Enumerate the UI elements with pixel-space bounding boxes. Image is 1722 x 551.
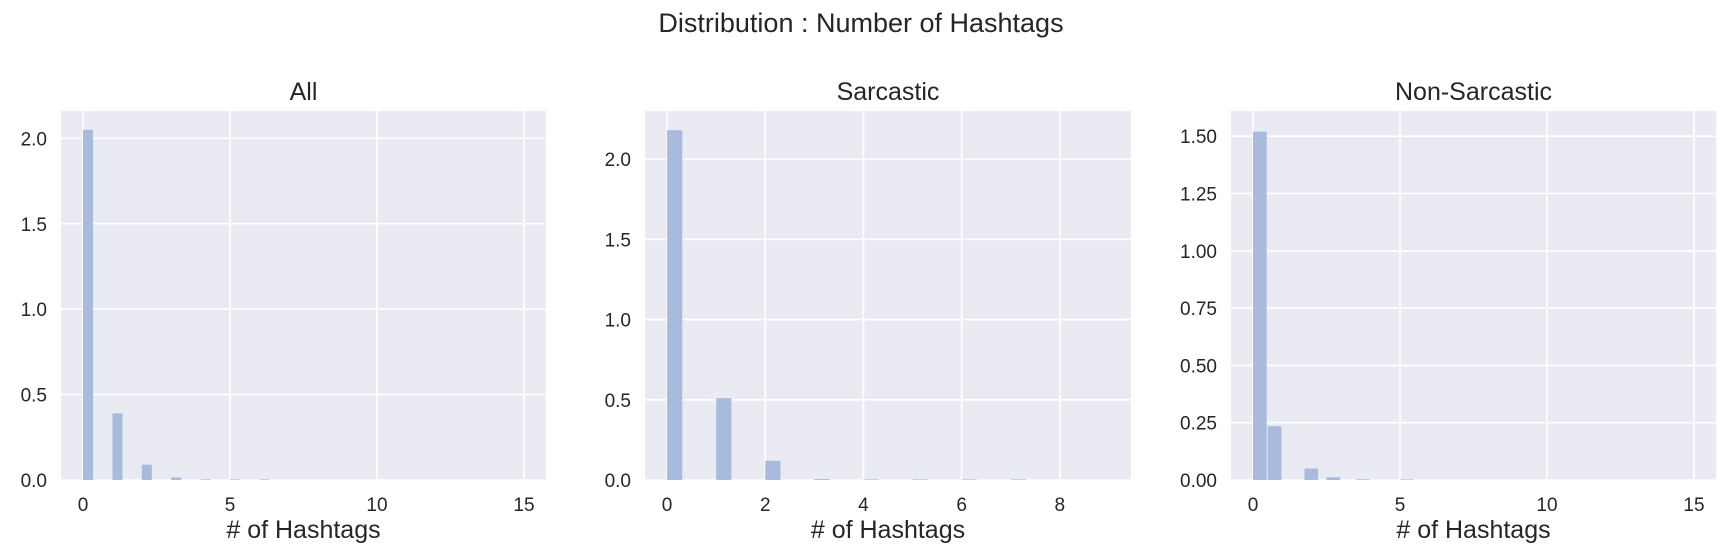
x-tick-label: 10 [366,495,387,516]
y-tick-label: 1.00 [1180,242,1217,263]
y-tick-label: 0.75 [1180,299,1217,320]
histogram-bar [912,479,928,480]
plot-area [61,111,546,480]
histogram-bar [112,413,123,480]
histogram-bar [171,477,182,480]
plot-area [1231,111,1716,480]
histogram-bar [1304,468,1319,480]
histogram-bar [716,398,732,480]
histogram-bar [667,130,683,480]
x-tick-label: 0 [1248,495,1259,516]
histogram-bar [1010,479,1026,480]
subplot-sarcastic: Sarcastic 0.0 0.5 1.0 1.5 2.0 0 2 4 6 8 # of Hashta… [605,78,1131,544]
histogram-bar [1253,131,1267,481]
y-tick-label: 1.25 [1180,185,1217,206]
histogram-bar [765,460,781,480]
histogram-bar [1355,479,1370,480]
y-tick-label: 2.0 [605,150,631,171]
subplot-title: Non-Sarcastic [1395,78,1552,106]
y-tick-label: 1.5 [21,215,47,236]
subplot-all: All 0.0 0.5 1.0 1.5 2.0 0 5 10 15 # of Hashtags [21,78,546,544]
histogram-bar [259,479,270,480]
y-tick-label: 1.0 [21,300,47,321]
histogram-bar [863,479,879,480]
x-tick-label: 6 [956,495,967,516]
subplot-non-sarcastic: Non-Sarcastic 0.00 0.25 0.50 0.75 1.00 1.25 1.5… [1180,78,1716,544]
y-tick-label: 1.0 [605,311,631,332]
y-tick-label: 0.5 [21,386,47,407]
x-tick-label: 10 [1536,495,1557,516]
histogram-bar [1400,479,1414,480]
y-tick-label: 0.25 [1180,414,1217,435]
x-axis-label: # of Hashtags [1396,516,1550,544]
x-tick-label: 0 [662,495,673,516]
y-tick-label: 0.5 [605,391,631,412]
histogram-bar [1267,426,1282,480]
y-tick-label: 1.50 [1180,127,1217,148]
x-tick-label: 15 [513,495,534,516]
y-tick-label: 1.5 [605,230,631,251]
y-tick-label: 0.00 [1180,471,1217,492]
y-tick-label: 0.0 [605,471,631,492]
x-tick-label: 5 [225,495,236,516]
x-tick-label: 2 [760,495,771,516]
x-tick-label: 8 [1055,495,1066,516]
y-tick-label: 0.50 [1180,356,1217,377]
histogram-bar [141,464,152,480]
x-axis-label: # of Hashtags [811,516,965,544]
histogram-bar [961,479,977,480]
x-tick-label: 0 [78,495,89,516]
histogram-bar [814,479,830,480]
histogram-bar [230,479,241,480]
figure-title: Distribution : Number of Hashtags [658,8,1064,38]
x-axis-label: # of Hashtags [226,516,380,544]
x-tick-label: 15 [1683,495,1704,516]
histogram-bar [200,479,211,480]
y-tick-label: 2.0 [21,129,47,150]
histogram-bar [83,129,94,480]
histogram-bar [1326,477,1341,480]
subplot-title: Sarcastic [837,78,940,106]
x-tick-label: 5 [1395,495,1406,516]
x-tick-label: 4 [858,495,869,516]
y-tick-label: 0.0 [21,471,47,492]
subplot-title: All [290,78,318,106]
